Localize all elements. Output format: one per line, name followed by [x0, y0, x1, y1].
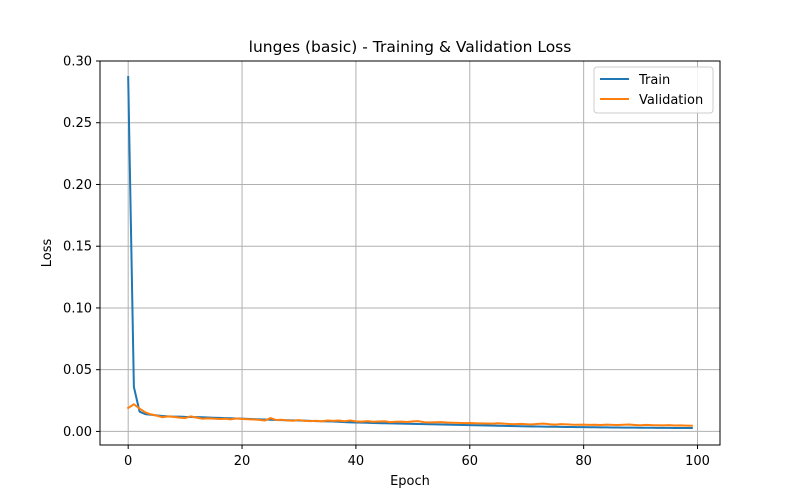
x-tick-label: 80 — [575, 454, 592, 469]
legend-label-train: Train — [638, 73, 670, 88]
y-tick-label: 0.30 — [63, 55, 92, 70]
x-tick-label: 40 — [348, 454, 365, 469]
chart-title: lunges (basic) - Training & Validation L… — [249, 38, 572, 56]
y-tick-label: 0.05 — [63, 363, 92, 378]
y-axis: 0.00 0.05 0.10 0.15 0.20 0.25 0.30 — [63, 55, 100, 440]
x-tick-label: 0 — [124, 454, 132, 469]
x-axis-label: Epoch — [390, 474, 430, 489]
y-tick-label: 0.25 — [63, 116, 92, 131]
y-tick-label: 0.10 — [63, 301, 92, 316]
y-tick-label: 0.20 — [63, 178, 92, 193]
plot-area-frame — [99, 60, 721, 446]
legend-label-validation: Validation — [639, 93, 703, 108]
x-tick-label: 60 — [462, 454, 479, 469]
series-layer — [126, 76, 693, 429]
y-axis-label: Loss — [40, 239, 55, 268]
series-line-validation — [126, 403, 693, 427]
y-tick-label: 0.00 — [63, 425, 92, 440]
x-tick-label: 20 — [234, 454, 251, 469]
y-tick-label: 0.15 — [63, 240, 92, 255]
legend: Train Validation — [593, 66, 714, 114]
x-tick-label: 100 — [685, 454, 710, 469]
x-axis: 0 20 40 60 80 100 — [124, 445, 710, 469]
grid — [100, 60, 720, 445]
